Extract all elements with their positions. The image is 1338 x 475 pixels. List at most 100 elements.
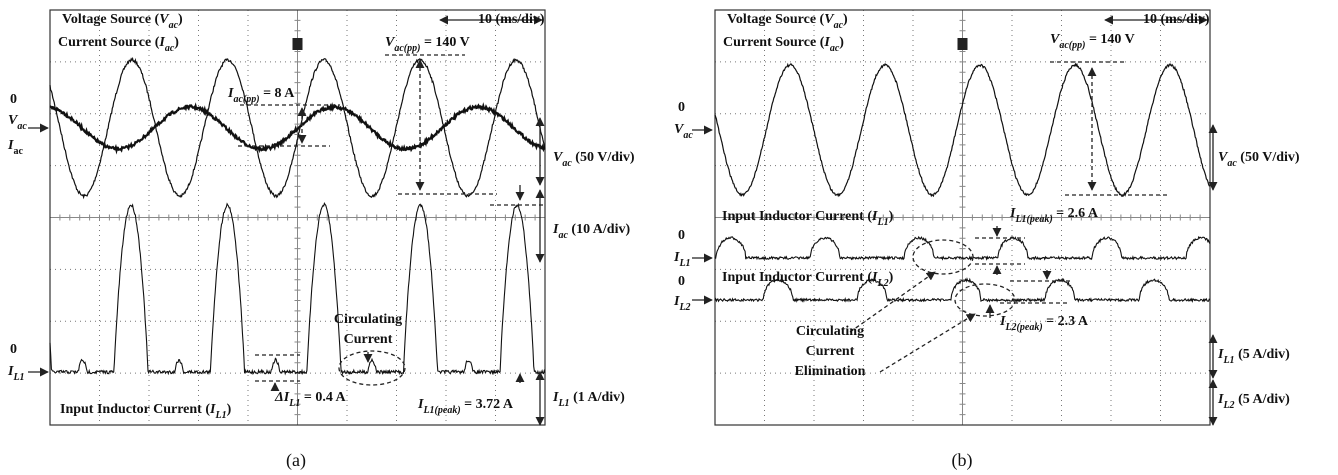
label-part: ) (839, 35, 844, 50)
label-part: ) (843, 12, 848, 27)
label-part: L1(peak) (1014, 214, 1052, 225)
label-part: L1 (876, 217, 888, 228)
label: Current (806, 344, 855, 359)
label-part: = 2.3 A (1043, 314, 1089, 329)
label-part: Input Inductor Current ( (722, 209, 872, 224)
label-part: 0 (678, 100, 685, 115)
label: ΔIL1 = 0.4 A (274, 390, 347, 409)
label-part: ) (227, 402, 232, 417)
label-part: ) (889, 209, 894, 224)
label-part: L1 (678, 258, 690, 269)
label: IL2 (673, 294, 691, 313)
label: Vac (674, 122, 693, 141)
label-part: 0 (678, 228, 685, 243)
label-part: Circulating (334, 312, 402, 327)
label: Vac (50 V/div) (553, 150, 635, 169)
label-part: (50 V/div) (1237, 150, 1300, 165)
label-part: Input Inductor Current ( (60, 402, 210, 417)
label-part: L2 (876, 278, 888, 289)
label: IL1 (673, 250, 691, 269)
label-part: 0 (10, 342, 17, 357)
label-part: L2 (678, 302, 690, 313)
label-part: (5 A/div) (1235, 392, 1291, 407)
label: Input Inductor Current (IL2) (722, 270, 894, 289)
label: IL2(peak) = 2.3 A (999, 314, 1089, 333)
label: 10 (ms/div) (478, 12, 545, 27)
label: 0 (678, 100, 685, 115)
label-part: L1(peak) (422, 405, 460, 416)
label: Vac (50 V/div) (1218, 150, 1300, 169)
label: Vac(pp) = 140 V (1050, 32, 1135, 51)
label: IL1(peak) = 2.6 A (1009, 206, 1099, 225)
label-part: ac(pp) (394, 43, 420, 54)
caption: (a) (286, 450, 306, 471)
label-part: ac (683, 130, 693, 141)
label: IL1(peak) = 3.72 A (417, 397, 514, 416)
label-part: ) (889, 270, 894, 285)
label-part: Voltage Source ( (62, 12, 160, 27)
label-part: (1 A/div) (570, 390, 626, 405)
label-part: L1 (12, 372, 24, 383)
label: 0 (10, 92, 17, 107)
label: IL2 (5 A/div) (1217, 392, 1290, 411)
label-part: 0 (10, 92, 17, 107)
label-part: (10 A/div) (568, 222, 631, 237)
figure: Voltage Source (Vac)Current Source (Iac)… (0, 0, 1338, 475)
label-part: Current (344, 332, 393, 347)
trigger-marker (958, 38, 968, 50)
label: IL1 (7, 364, 25, 383)
label-part: Elimination (795, 364, 866, 379)
label: Iac(pp) = 8 A (227, 86, 295, 105)
label-part: Voltage Source ( (727, 12, 825, 27)
label-part: (50 V/div) (572, 150, 635, 165)
label: Circulating (334, 312, 402, 327)
label: Iac (7, 138, 23, 157)
label-part: ΔI (274, 390, 290, 405)
label: 0 (678, 228, 685, 243)
label-part: L2(peak) (1004, 322, 1042, 333)
label: 10 (ms/div) (1143, 12, 1210, 27)
label: 0 (678, 274, 685, 289)
label: Elimination (795, 364, 866, 379)
label-part: L2 (1222, 400, 1234, 411)
label: Current Source (Iac) (58, 35, 179, 54)
label-part: ac(pp) (233, 94, 259, 105)
label-part: L1 (1222, 355, 1234, 366)
label-part: Current Source ( (58, 35, 160, 50)
trigger-marker (293, 38, 303, 50)
label: Current Source (Iac) (723, 35, 844, 54)
label-part: Input Inductor Current ( (722, 270, 872, 285)
label-part: L1 (288, 398, 300, 409)
label: Voltage Source (Vac) (727, 12, 848, 31)
label: Input Inductor Current (IL1) (722, 209, 894, 228)
label: Circulating (796, 324, 864, 339)
label-part: ) (178, 12, 183, 27)
label: 0 (10, 342, 17, 357)
label-part: = 140 V (420, 35, 469, 50)
label: Vac(pp) = 140 V (385, 35, 470, 54)
label-part: = 3.72 A (461, 397, 514, 412)
label-part: = 2.6 A (1053, 206, 1099, 221)
label-part: = 8 A (260, 86, 296, 101)
label: Current (344, 332, 393, 347)
label-part: = 140 V (1085, 32, 1134, 47)
label-part: ac (17, 121, 27, 132)
label-part: Current (806, 344, 855, 359)
label-part: Circulating (796, 324, 864, 339)
label-part: = 0.4 A (300, 390, 346, 405)
label-part: 10 (ms/div) (478, 12, 545, 27)
caption: (b) (952, 450, 973, 471)
label-part: ac (13, 146, 23, 157)
label-part: L1 (214, 410, 226, 421)
label: IL1 (1 A/div) (552, 390, 625, 409)
label-part: 10 (ms/div) (1143, 12, 1210, 27)
label-part: (5 A/div) (1235, 347, 1291, 362)
label-part: ) (174, 35, 179, 50)
label-part: L1 (557, 398, 569, 409)
label-part: 0 (678, 274, 685, 289)
label-part: ac(pp) (1059, 40, 1085, 51)
label: Voltage Source (Vac) (62, 12, 183, 31)
label-part: Current Source ( (723, 35, 825, 50)
label: Iac (10 A/div) (552, 222, 630, 241)
label: Vac (8, 113, 27, 132)
